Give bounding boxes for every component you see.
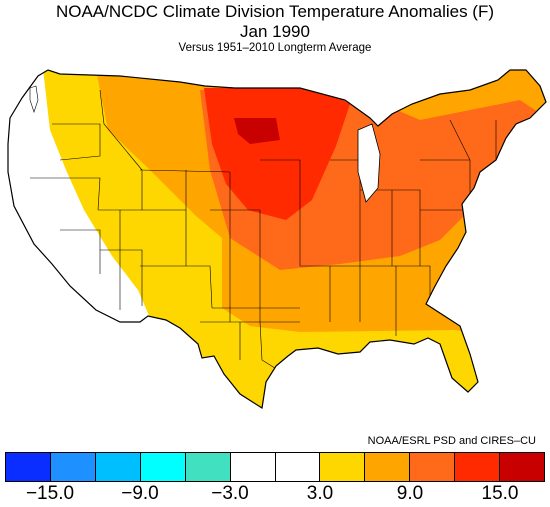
lake-michigan [357, 123, 381, 203]
data-credit: NOAA/ESRL PSD and CIRES–CU [367, 435, 536, 447]
legend-color-swatch [50, 453, 96, 481]
color-legend-bar [5, 452, 545, 482]
legend-tick-label: 15.0 [481, 483, 519, 504]
us-climate-division-map [7, 69, 547, 409]
anomaly-regions [8, 70, 546, 408]
legend-color-swatch [320, 453, 366, 481]
division-boundaries [30, 89, 497, 371]
us-outline [7, 69, 547, 409]
legend-color-swatch [365, 453, 411, 481]
legend-color-swatch [185, 453, 231, 481]
legend-color-swatch [140, 453, 186, 481]
legend-color-swatch [6, 453, 51, 481]
legend-color-swatch [230, 453, 276, 481]
map-title: NOAA/NCDC Climate Division Temperature A… [55, 2, 495, 21]
color-legend-ticks: −15.0 −9.0 −3.0 3.0 9.0 15.0 [0, 483, 550, 507]
legend-color-swatch [500, 453, 545, 481]
baseline-note: Versus 1951–2010 Longterm Average [178, 42, 372, 54]
legend-tick-label: −9.0 [121, 483, 159, 504]
region-anomaly-above-15 [234, 118, 280, 144]
legend-color-swatch [275, 453, 321, 481]
map-subtitle: Jan 1990 [240, 22, 310, 41]
legend-color-swatch [95, 453, 141, 481]
legend-color-swatch [410, 453, 456, 481]
legend-tick-label: −3.0 [211, 483, 249, 504]
puget-sound [29, 85, 39, 113]
legend-tick-label: 3.0 [306, 483, 334, 504]
legend-tick-label: −15.0 [25, 483, 75, 504]
legend-tick-label: 9.0 [396, 483, 424, 504]
legend-color-swatch [455, 453, 501, 481]
